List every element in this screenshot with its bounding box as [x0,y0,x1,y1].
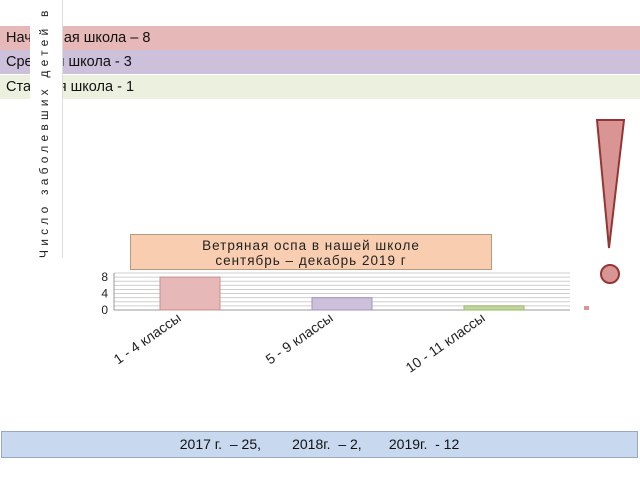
elementary-school-band: Начальная школа – 8 [0,26,640,50]
chart-title: Ветряная оспа в нашей школе сентябрь – д… [130,234,492,270]
exclamation-dot [600,264,620,284]
y-tick-label: 4 [101,287,108,301]
exclamation-small-mark [584,306,589,310]
bar [311,297,373,311]
middle-school-band: Средняя школа - 3 [0,50,640,74]
bar [463,305,525,311]
y-tick-label: 8 [101,270,108,284]
yearly-totals-footer: 2017 г. – 25, 2018г. – 2, 2019г. - 12 [1,431,638,458]
exclamation-bar [595,119,626,249]
y-tick-label: 0 [101,303,108,317]
vertical-label-box: Число заболевших детей в школе [30,0,63,258]
bar [159,276,221,311]
chart-title-line-1: Ветряная оспа в нашей школе [202,238,420,253]
chart-title-line-2: сентябрь – декабрь 2019 г [215,253,407,268]
